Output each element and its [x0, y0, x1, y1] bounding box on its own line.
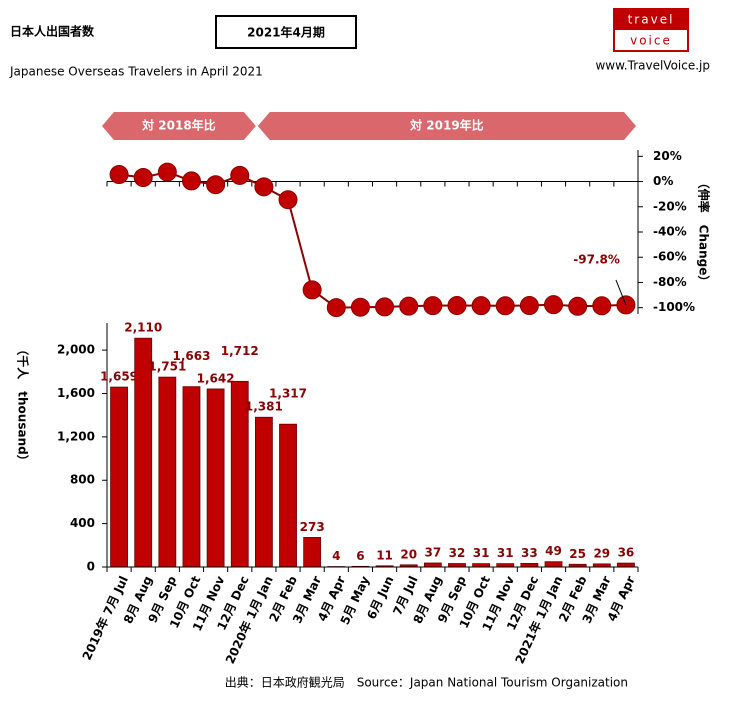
point — [109, 164, 129, 184]
period-label: 対 2019年比 — [409, 118, 484, 133]
y-tick-label: 0% — [653, 174, 673, 188]
value-label: 32 — [449, 546, 466, 560]
y-axis-label: （千人 thousand） — [16, 343, 31, 466]
bar — [110, 386, 128, 568]
period-banner — [102, 112, 256, 140]
y-tick-label: 800 — [70, 473, 95, 487]
point — [447, 296, 467, 316]
source: 出典：日本政府観光局 Source：Japan National Tourism… — [225, 675, 628, 690]
line — [118, 171, 626, 309]
bar — [472, 563, 491, 568]
bar — [182, 386, 201, 568]
badge-box — [215, 15, 357, 49]
title: 日本人出国者数 — [10, 24, 95, 39]
value-label: 49 — [545, 544, 562, 558]
y-tick-label: 1,200 — [57, 429, 95, 443]
label-leader — [615, 279, 627, 306]
point — [592, 296, 612, 316]
value-label: 36 — [618, 546, 635, 560]
point — [254, 177, 274, 197]
value-label: 1,381 — [245, 400, 283, 414]
point — [495, 296, 515, 316]
period-label: 対 2018年比 — [141, 118, 216, 133]
y-tick-label: 20% — [653, 149, 682, 163]
site: www.TravelVoice.jp — [595, 59, 710, 73]
bar — [423, 562, 442, 568]
logo-bottom: voice — [630, 34, 672, 48]
value-label: 1,317 — [269, 387, 307, 401]
bar — [303, 536, 322, 568]
value-label: 37 — [424, 545, 441, 559]
value-label: 2,110 — [124, 321, 162, 335]
point — [471, 296, 491, 316]
point — [568, 296, 588, 316]
value-label: 6 — [356, 549, 364, 563]
y-tick-label: 1,600 — [57, 386, 95, 400]
point — [157, 162, 177, 182]
subtitle: Japanese Overseas Travelers in April 202… — [9, 65, 263, 79]
value-label: 31 — [473, 546, 490, 560]
value-label: 25 — [569, 547, 586, 561]
value-label: 1,659 — [100, 370, 138, 384]
value-label: 29 — [593, 546, 610, 560]
value-label: 1,642 — [197, 371, 235, 385]
bar — [206, 388, 225, 568]
point — [375, 297, 395, 317]
point — [133, 168, 153, 188]
point — [544, 295, 564, 315]
y-tick-label: 400 — [70, 516, 95, 530]
value-label: 1,712 — [221, 344, 259, 358]
point — [399, 296, 419, 316]
value-label: 4 — [332, 549, 340, 563]
y-tick-label: 2,000 — [57, 343, 95, 357]
value-label: -97.8% — [573, 252, 620, 266]
y-tick-label: -60% — [653, 250, 687, 264]
y-tick-label: -40% — [653, 225, 687, 239]
bar — [254, 416, 273, 568]
y-tick-label: -80% — [653, 275, 687, 289]
y-tick-label: 0 — [87, 560, 95, 574]
logo-top-band — [614, 9, 688, 30]
value-label: 31 — [497, 546, 514, 560]
logo-top: travel — [628, 13, 675, 27]
point — [326, 298, 346, 318]
period-banner — [257, 112, 636, 140]
y-tick-label: -100% — [653, 300, 695, 314]
value-label: 11 — [376, 548, 393, 562]
value-label: 273 — [300, 520, 325, 534]
bar — [544, 561, 563, 568]
value-label: 20 — [400, 547, 417, 561]
point — [350, 297, 370, 317]
point — [181, 171, 201, 191]
bar — [158, 376, 177, 568]
bar — [520, 563, 539, 568]
point — [423, 296, 443, 316]
y-tick-label: -20% — [653, 199, 687, 213]
point — [519, 296, 539, 316]
value-label: 33 — [521, 546, 538, 560]
bar — [496, 563, 515, 568]
value-label: 1,663 — [172, 349, 210, 363]
bar — [448, 563, 466, 568]
bar — [279, 423, 297, 568]
point — [302, 280, 322, 300]
badge: 2021年4月期 — [247, 25, 325, 40]
point — [278, 190, 298, 210]
value-label: 1,751 — [148, 360, 186, 374]
point — [206, 175, 226, 195]
bar — [617, 562, 635, 568]
point — [230, 165, 250, 185]
y-axis-label: （伸率 Change） — [697, 177, 712, 288]
